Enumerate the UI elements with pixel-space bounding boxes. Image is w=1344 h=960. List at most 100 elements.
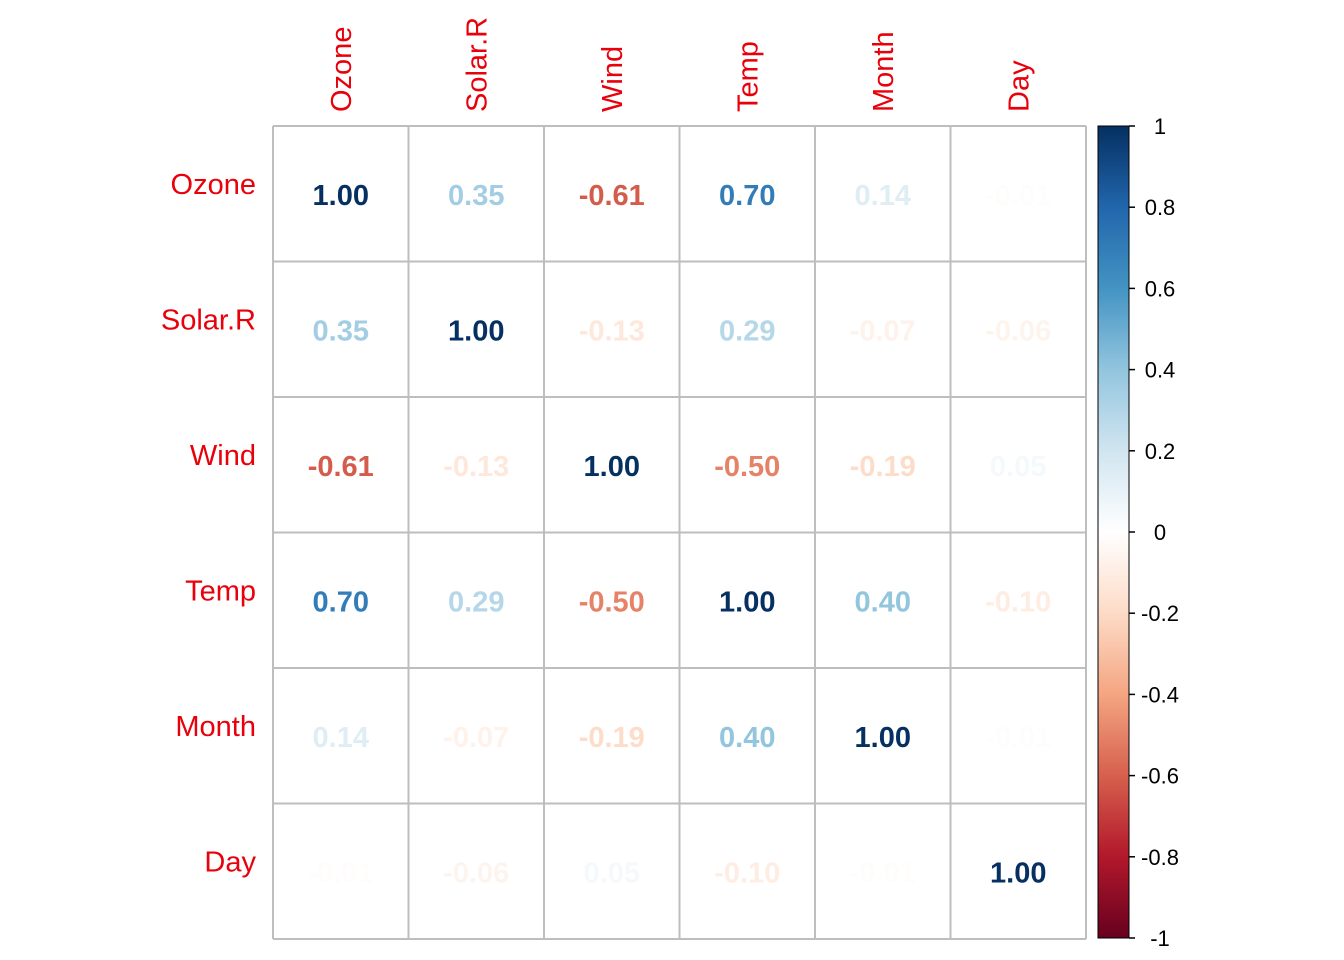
row-labels: Ozone Solar.R Wind Temp Month Day [161, 169, 257, 879]
cell-value-label: 0.40 [719, 722, 775, 754]
matrix-cell-temp-month [815, 532, 951, 668]
column-label-day: Day [1003, 60, 1035, 112]
matrix-cell-wind-solar.r [408, 397, 544, 533]
matrix-cell-wind-temp [679, 397, 815, 533]
matrix-cell-day-temp [679, 803, 815, 939]
cell-value-label: 0.29 [448, 586, 504, 618]
legend-tick-label: 1 [1154, 114, 1166, 139]
cell-value-label: 0.70 [313, 586, 369, 618]
cell-value-label: 0.40 [855, 586, 911, 618]
column-label-temp: Temp [732, 41, 764, 112]
matrix-cell-month-solar.r [408, 668, 544, 804]
matrix-cell-temp-wind [544, 532, 680, 668]
matrix-cell-day-wind [544, 803, 680, 939]
matrix-cell-ozone-wind [544, 126, 680, 262]
matrix-cell-solar.r-wind [544, 261, 680, 397]
matrix-cell-solar.r-solar.r [408, 261, 544, 397]
matrix-cell-ozone-month [815, 126, 951, 262]
cell-value-label: -0.13 [579, 315, 645, 347]
matrix-cell-month-month [815, 668, 951, 804]
cell-value-label: 0.05 [990, 451, 1046, 483]
matrix-cell-solar.r-temp [679, 261, 815, 397]
cell-value-label: 1.00 [313, 180, 369, 212]
cell-value-label: 0.70 [719, 180, 775, 212]
cell-value-label: -0.01 [985, 722, 1051, 754]
matrix-cell-day-day [950, 803, 1086, 939]
cell-value-label: 0.14 [855, 180, 911, 212]
matrix-cell-ozone-day [950, 126, 1086, 262]
matrix-cell-temp-ozone [273, 532, 409, 668]
matrix-cell-day-ozone [273, 803, 409, 939]
cell-value-label: -0.50 [579, 586, 645, 618]
matrix-cell-day-solar.r [408, 803, 544, 939]
matrix-cell-wind-day [950, 397, 1086, 533]
matrix-cell-solar.r-day [950, 261, 1086, 397]
cell-value-label: 0.14 [313, 722, 369, 754]
cell-value-label: 0.05 [584, 857, 640, 889]
matrix-cell-day-month [815, 803, 951, 939]
legend-tick-label: 0.4 [1145, 358, 1176, 383]
cell-value-label: -0.06 [443, 857, 509, 889]
cell-value-label: -0.61 [579, 180, 645, 212]
legend-tick-label: 0.2 [1145, 439, 1176, 464]
cell-value-label: -0.50 [714, 451, 780, 483]
legend-tick-label: 0 [1154, 520, 1166, 545]
row-label-wind: Wind [190, 440, 256, 472]
matrix-cell-month-ozone [273, 668, 409, 804]
legend-tick-label: -0.6 [1141, 764, 1179, 789]
row-label-ozone: Ozone [171, 169, 256, 201]
color-legend: 1 0.8 0.6 0.4 0.2 0 -0.2 -0.4 -0.6 -0.8 -1 [1097, 114, 1179, 951]
cell-value-label: -0.07 [850, 315, 916, 347]
cell-value-label: 1.00 [719, 586, 775, 618]
column-label-solar.r: Solar.R [461, 17, 493, 112]
legend-tick-label: -0.8 [1141, 845, 1179, 870]
column-labels: Ozone Solar.R Wind Temp Month Day [326, 17, 1036, 112]
matrix-cell-month-temp [679, 668, 815, 804]
matrix-cell-ozone-temp [679, 126, 815, 262]
matrix-cell-solar.r-ozone [273, 261, 409, 397]
matrix-cell-temp-solar.r [408, 532, 544, 668]
matrix-cell-ozone-ozone [273, 126, 409, 262]
cell-value-label: -0.10 [714, 857, 780, 889]
color-legend-bar [1098, 126, 1129, 938]
cell-value-label: 1.00 [584, 451, 640, 483]
cell-value-label: 0.35 [313, 315, 369, 347]
cell-value-label: -0.10 [985, 586, 1051, 618]
cell-value-label: -0.13 [443, 451, 509, 483]
cell-value-label: -0.07 [443, 722, 509, 754]
matrix-cell-wind-ozone [273, 397, 409, 533]
cell-value-label: 1.00 [990, 857, 1046, 889]
cell-value-label: -0.01 [308, 857, 374, 889]
row-label-temp: Temp [185, 575, 256, 607]
cell-value-label: -0.06 [985, 315, 1051, 347]
cell-value-label: -0.01 [850, 857, 916, 889]
cell-value-label: -0.19 [579, 722, 645, 754]
column-label-ozone: Ozone [326, 27, 358, 112]
matrix-cell-temp-day [950, 532, 1086, 668]
cell-value-label: -0.61 [308, 451, 374, 483]
legend-tick-label: -0.2 [1141, 601, 1179, 626]
matrix-cell-solar.r-month [815, 261, 951, 397]
cell-value-label: 0.35 [448, 180, 504, 212]
matrix-cell-month-wind [544, 668, 680, 804]
legend-tick-label: 0.8 [1145, 195, 1176, 220]
cell-value-label: 1.00 [855, 722, 911, 754]
matrix-cells: 1.00 0.35 -0.61 0.70 0.14 -0.01 0.35 1.00 -0.13 0… [272, 125, 1087, 940]
column-label-wind: Wind [597, 46, 629, 112]
matrix-cell-wind-wind [544, 397, 680, 533]
row-label-day: Day [204, 846, 256, 878]
column-label-month: Month [868, 31, 900, 112]
legend-tick-label: -1 [1150, 926, 1170, 951]
matrix-cell-ozone-solar.r [408, 126, 544, 262]
matrix-cell-month-day [950, 668, 1086, 804]
row-label-month: Month [175, 711, 256, 743]
matrix-cell-temp-temp [679, 532, 815, 668]
cell-value-label: -0.19 [850, 451, 916, 483]
cell-value-label: 1.00 [448, 315, 504, 347]
legend-tick-label: 0.6 [1145, 276, 1176, 301]
matrix-cell-wind-month [815, 397, 951, 533]
cell-value-label: 0.29 [719, 315, 775, 347]
cell-value-label: -0.01 [985, 180, 1051, 212]
row-label-solar.r: Solar.R [161, 304, 256, 336]
